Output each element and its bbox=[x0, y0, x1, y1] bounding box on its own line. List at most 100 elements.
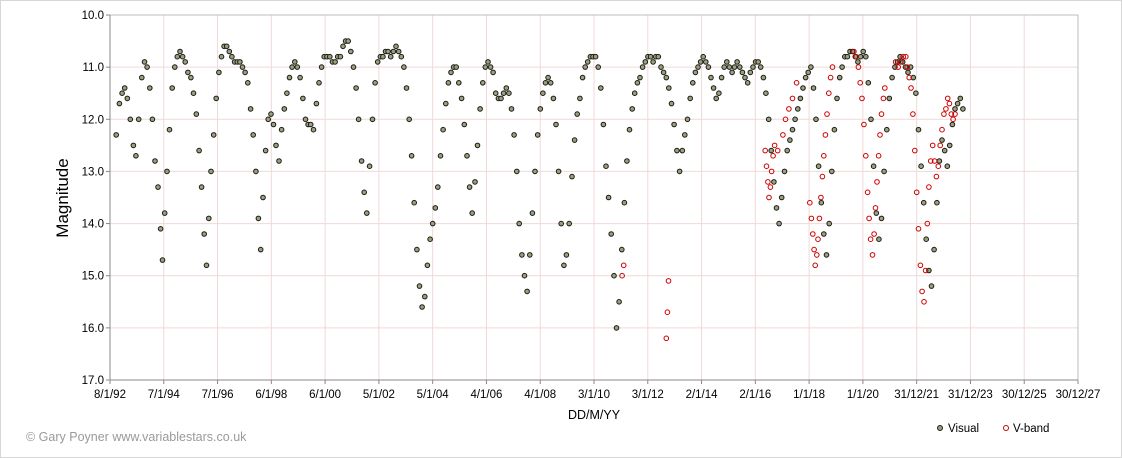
vband-point bbox=[822, 132, 829, 138]
visual-point bbox=[506, 90, 512, 96]
visual-point bbox=[255, 215, 262, 222]
visual-point bbox=[569, 173, 575, 180]
visual-point bbox=[881, 168, 887, 175]
visual-point bbox=[500, 90, 507, 96]
visual-point bbox=[703, 59, 709, 65]
visual-point bbox=[456, 80, 462, 86]
vband-point bbox=[941, 111, 947, 117]
visual-point bbox=[242, 69, 248, 76]
visual-point bbox=[393, 43, 399, 50]
visual-point bbox=[960, 106, 966, 112]
x-tick-label: 31/12/21 bbox=[894, 389, 939, 401]
visual-point bbox=[860, 48, 867, 55]
visual-point bbox=[332, 59, 338, 65]
vband-point bbox=[910, 111, 916, 117]
visual-point bbox=[149, 116, 156, 123]
visual-point bbox=[737, 64, 743, 70]
visual-point bbox=[692, 69, 699, 76]
visual-point bbox=[366, 163, 373, 169]
visual-point bbox=[815, 163, 822, 169]
visual-point bbox=[216, 69, 222, 76]
visual-point bbox=[718, 74, 725, 81]
visual-point bbox=[721, 64, 728, 70]
visual-point bbox=[561, 262, 567, 269]
vband-point bbox=[944, 95, 951, 102]
x-axis-title: DD/M/YY bbox=[568, 408, 621, 422]
vband-point bbox=[867, 236, 874, 242]
visual-point bbox=[619, 246, 625, 253]
visual-point bbox=[469, 210, 476, 216]
vband-point bbox=[663, 335, 670, 342]
y-tick-label: 12.0 bbox=[82, 114, 104, 126]
credit-text: © Gary Poyner www.variablestars.co.uk bbox=[26, 430, 247, 444]
visual-point bbox=[537, 106, 544, 112]
visual-point bbox=[203, 262, 210, 269]
vband-point bbox=[912, 147, 918, 154]
vband-point bbox=[763, 163, 770, 169]
visual-point bbox=[414, 246, 420, 253]
visual-point bbox=[190, 90, 197, 96]
visual-point bbox=[427, 236, 433, 242]
visual-point bbox=[918, 163, 924, 169]
visual-point bbox=[485, 59, 491, 65]
visual-point bbox=[763, 90, 769, 96]
visual-point bbox=[821, 231, 827, 237]
vband-point bbox=[818, 194, 824, 201]
vband-point bbox=[950, 116, 956, 123]
visual-point bbox=[621, 199, 628, 206]
visual-point bbox=[747, 69, 754, 76]
visual-point bbox=[289, 64, 295, 70]
vband-point bbox=[766, 194, 772, 201]
visual-point bbox=[742, 74, 748, 81]
vband-point bbox=[770, 153, 776, 159]
visual-point bbox=[432, 205, 439, 211]
visual-point bbox=[141, 59, 148, 65]
visual-point bbox=[836, 74, 843, 81]
vband-point bbox=[768, 168, 775, 175]
visual-point bbox=[663, 74, 670, 81]
visual-point bbox=[260, 194, 266, 201]
axes bbox=[106, 14, 1079, 384]
visual-point bbox=[795, 106, 801, 112]
visual-point bbox=[270, 121, 277, 128]
visual-point bbox=[361, 189, 368, 196]
vband-point bbox=[827, 74, 834, 81]
x-tick-label: 1/1/20 bbox=[847, 389, 879, 401]
visual-point bbox=[268, 111, 274, 117]
visual-point bbox=[250, 132, 256, 138]
legend-label-visual: Visual bbox=[948, 423, 979, 435]
visual-point bbox=[913, 90, 919, 96]
vband-point bbox=[919, 288, 925, 295]
visual-point bbox=[482, 64, 489, 70]
visual-point bbox=[443, 100, 449, 107]
legend-marker-vband bbox=[1003, 425, 1009, 431]
visual-point bbox=[398, 53, 405, 60]
visual-point bbox=[445, 80, 452, 86]
visual-point bbox=[307, 121, 314, 128]
visual-point bbox=[472, 179, 478, 185]
y-tick-label: 11.0 bbox=[82, 62, 104, 74]
visual-point bbox=[286, 74, 293, 81]
visual-point bbox=[571, 137, 578, 143]
visual-point bbox=[229, 53, 235, 60]
visual-point bbox=[135, 116, 142, 123]
x-tick-label: 30/12/25 bbox=[1002, 389, 1047, 401]
visual-point bbox=[464, 153, 470, 159]
visual-point bbox=[262, 147, 269, 154]
vband-point bbox=[824, 111, 830, 117]
visual-point bbox=[313, 100, 320, 107]
visual-point bbox=[781, 168, 788, 175]
visual-point bbox=[844, 53, 851, 60]
visual-point bbox=[952, 106, 958, 112]
visual-point bbox=[166, 126, 173, 133]
visual-point bbox=[776, 220, 782, 227]
y-tick-label: 16.0 bbox=[82, 323, 104, 335]
vband-point bbox=[929, 142, 936, 149]
visual-point bbox=[818, 199, 825, 206]
visual-point bbox=[755, 59, 762, 65]
visual-point bbox=[498, 95, 504, 102]
visual-point bbox=[401, 64, 407, 70]
visual-point bbox=[674, 147, 680, 154]
visual-point bbox=[813, 116, 819, 123]
